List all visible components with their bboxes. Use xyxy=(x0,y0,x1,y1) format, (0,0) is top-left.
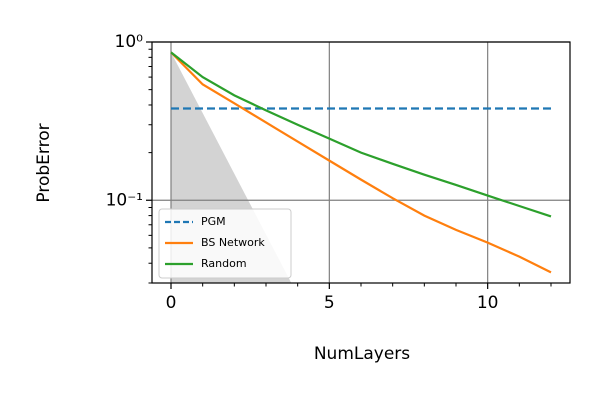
legend-label: BS Network xyxy=(201,236,265,249)
x-axis-label: NumLayers xyxy=(314,344,410,364)
legend-box xyxy=(158,208,292,279)
y-axis-label: ProbError xyxy=(34,123,54,202)
legend-label: Random xyxy=(201,257,247,270)
x-tick-label: 0 xyxy=(166,293,177,313)
x-tick-label: 5 xyxy=(324,293,335,313)
plot-frame xyxy=(151,41,571,284)
series-line xyxy=(170,51,552,274)
y-tick-label: 10⁻¹ xyxy=(106,190,143,210)
legend-label: PGM xyxy=(201,215,226,228)
series-line xyxy=(170,51,552,218)
y-tick-label: 10⁰ xyxy=(115,32,144,52)
x-tick-label: 10 xyxy=(477,293,499,313)
